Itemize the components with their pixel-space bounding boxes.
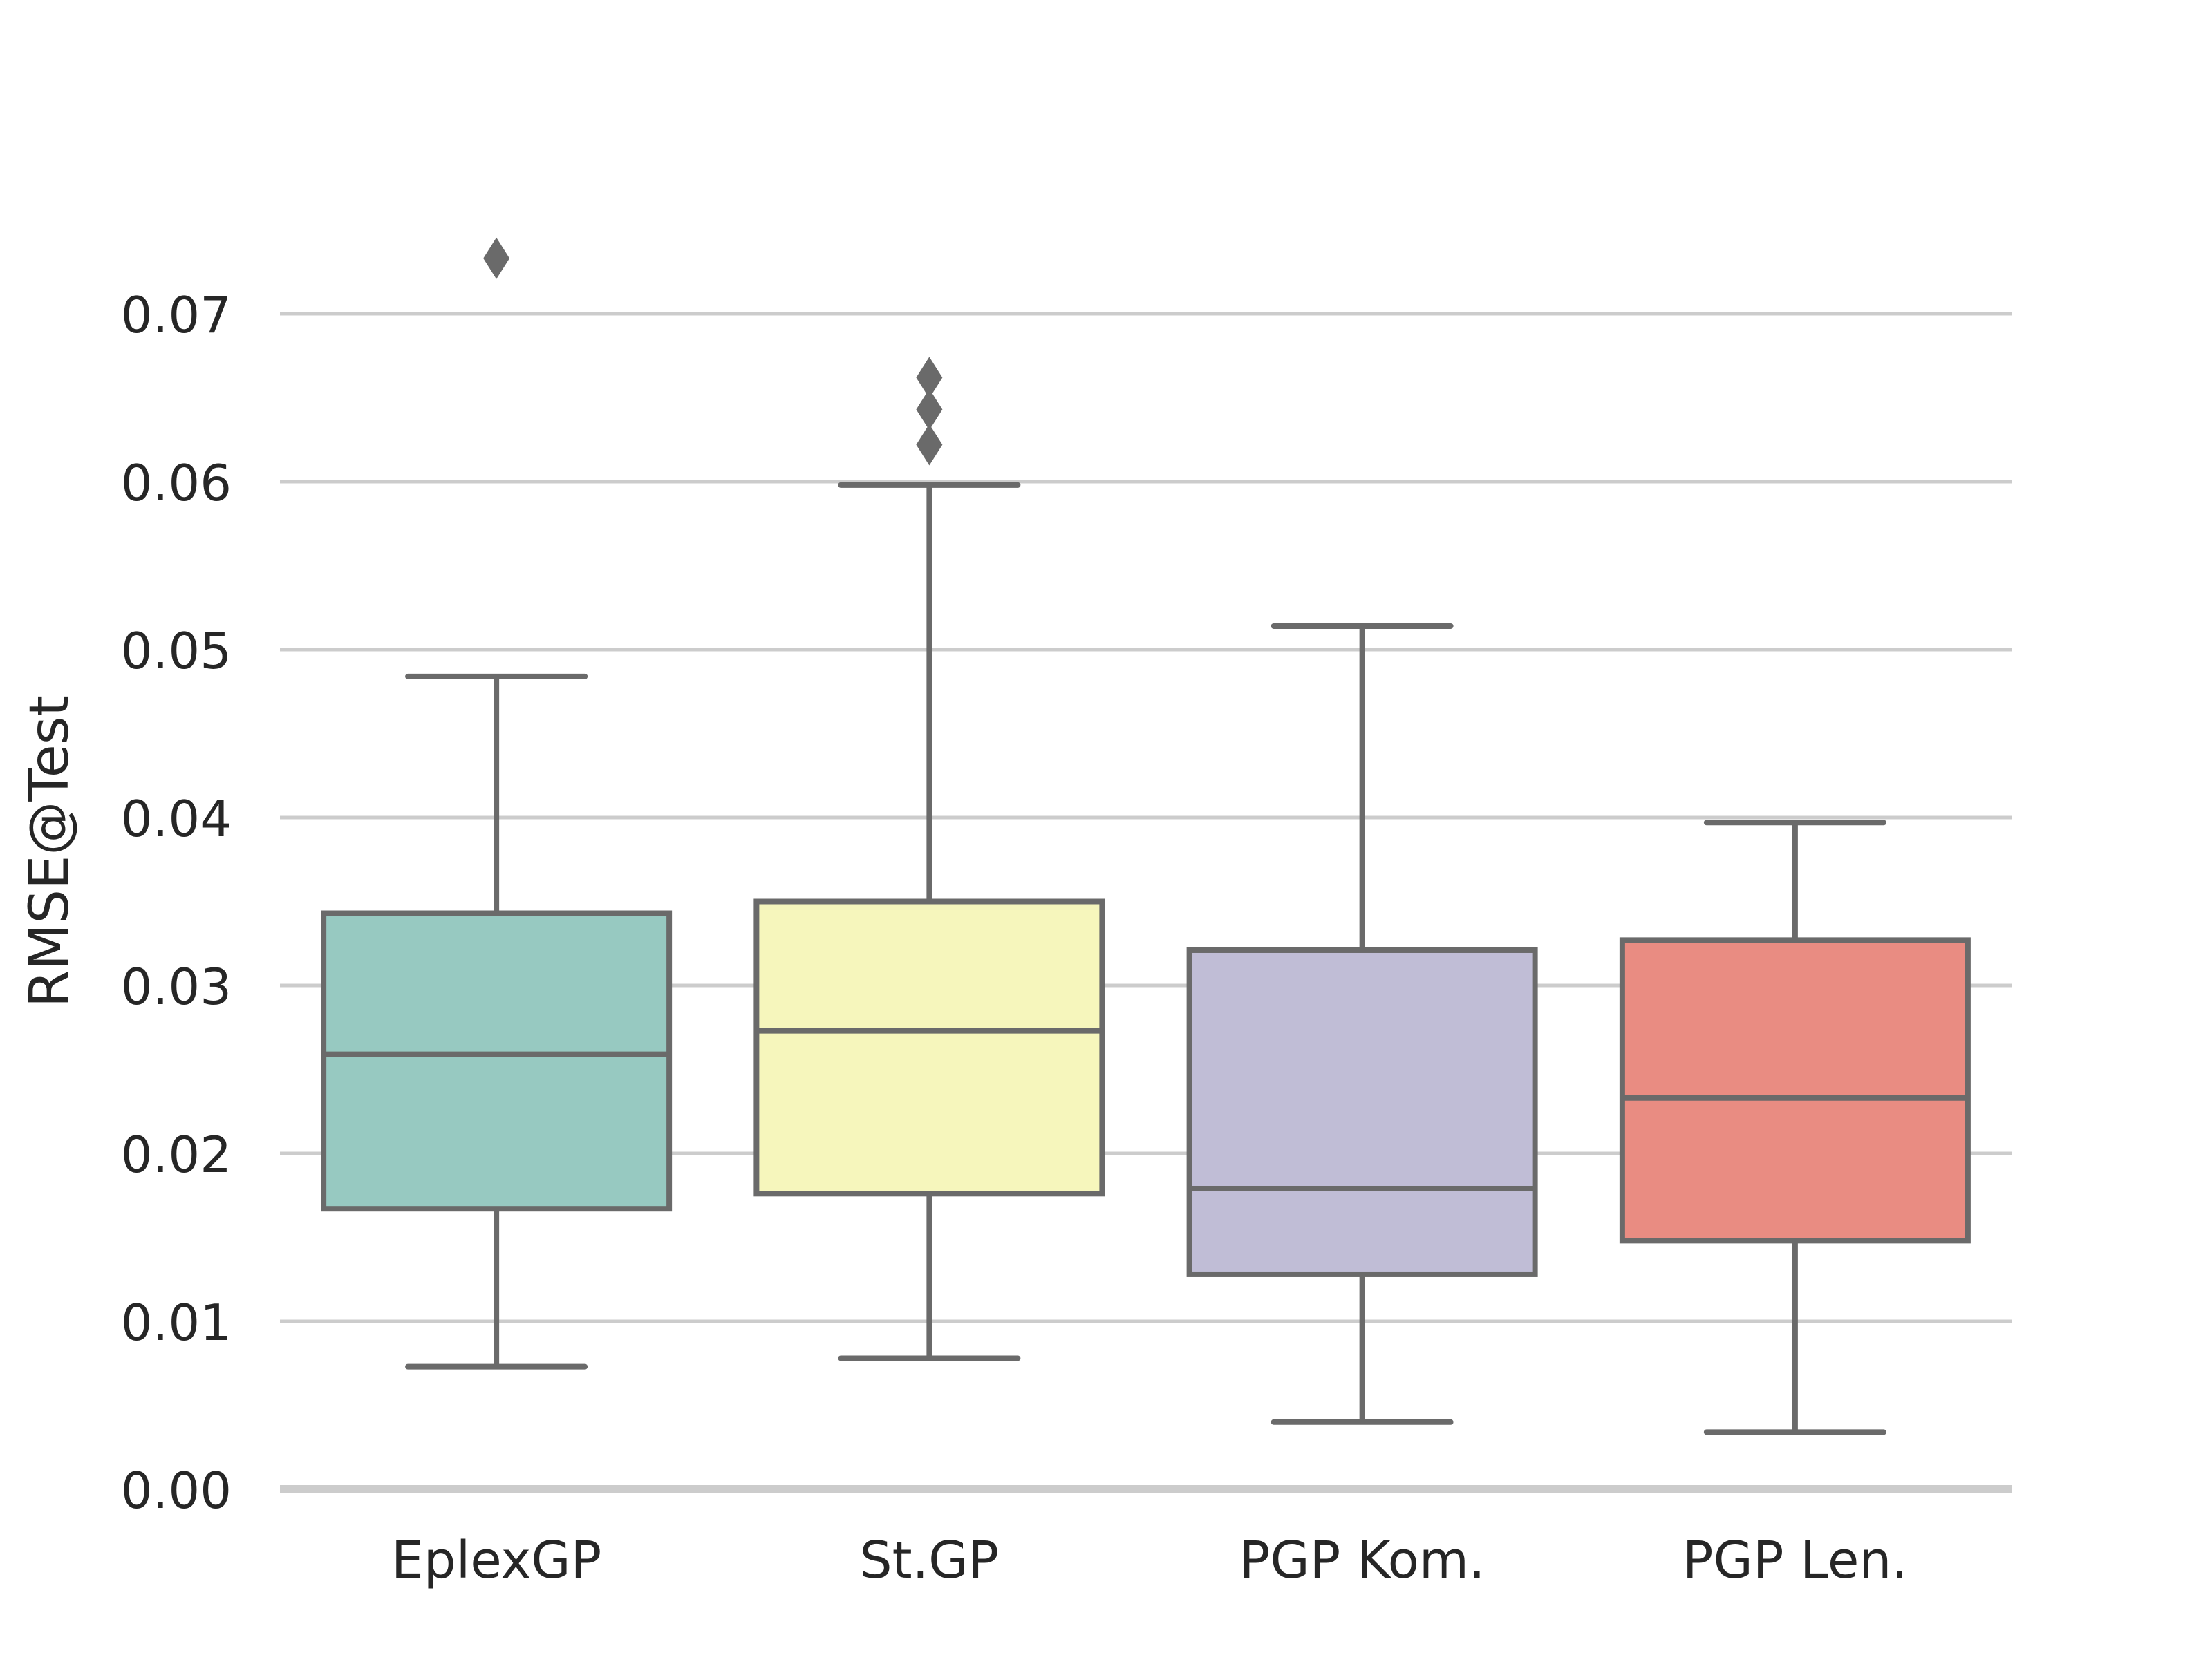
y-tick-label: 0.06 (121, 454, 232, 512)
outlier-point (916, 357, 943, 399)
box-group (1619, 820, 1971, 1435)
boxes-layer (321, 237, 1971, 1435)
y-tick-label: 0.02 (121, 1126, 232, 1184)
y-tick-label: 0.01 (121, 1294, 232, 1352)
grid-layer (280, 312, 2012, 1493)
outlier-point (916, 424, 943, 466)
outlier-point (916, 388, 943, 431)
y-axis-label: RMSE@Test (19, 695, 81, 1008)
x-tick-label: St.GP (860, 1531, 999, 1590)
y-tick-label: 0.05 (121, 622, 232, 680)
x-tick-label: PGP Len. (1683, 1531, 1908, 1590)
box-group (1186, 623, 1538, 1425)
x-tick-label: EplexGP (391, 1531, 601, 1590)
box-iqr (1619, 937, 1971, 1244)
box-group (753, 357, 1105, 1361)
outlier-point (483, 237, 510, 279)
y-tick-label: 0.00 (121, 1462, 232, 1520)
y-tick-label: 0.04 (121, 790, 232, 848)
box-iqr (321, 910, 673, 1212)
y-tick-label: 0.03 (121, 958, 232, 1016)
box-group (321, 237, 673, 1370)
box-iqr (1186, 947, 1538, 1277)
y-tick-label: 0.07 (121, 286, 232, 344)
x-tick-label: PGP Kom. (1239, 1531, 1485, 1590)
box-iqr (753, 898, 1105, 1197)
axis-layer: 0.00 0.01 0.02 0.03 0.04 0.05 0.06 0.07 EplexGP S… (121, 286, 1908, 1590)
